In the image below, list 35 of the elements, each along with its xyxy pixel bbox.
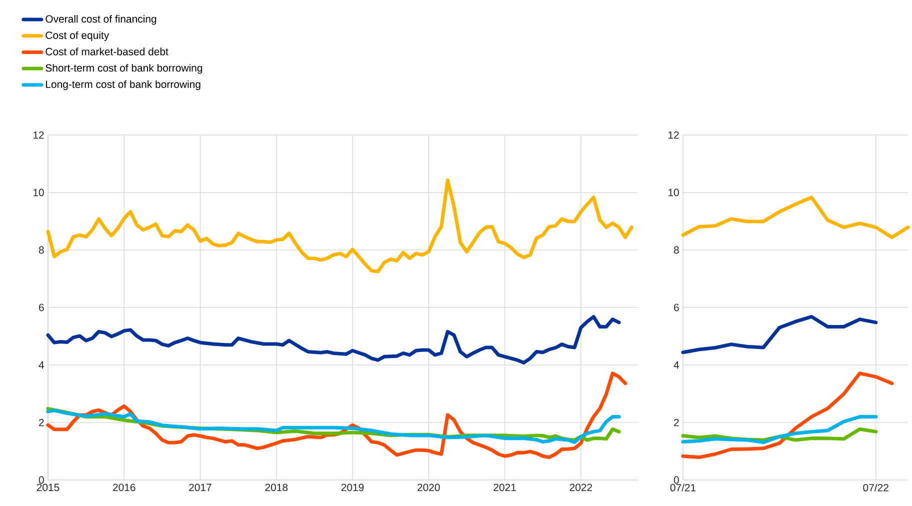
legend-label: Short-term cost of bank borrowing: [46, 64, 202, 74]
y-tick-label: 6: [674, 304, 679, 312]
line-series: [681, 196, 910, 240]
x-tick-label: 2017: [189, 484, 212, 492]
line-series: [681, 372, 894, 460]
line-series: [681, 415, 878, 444]
y-tick-label: 12: [33, 131, 44, 139]
x-tick-label: 2015: [36, 484, 60, 492]
legend-label: Cost of market-based debt: [46, 48, 168, 56]
line-series: [46, 178, 634, 274]
y-tick-label: 4: [38, 361, 44, 369]
x-tick-label: 07/22: [863, 484, 888, 492]
y-tick-label: 0: [674, 476, 679, 484]
y-tick-label: 2: [39, 418, 44, 426]
y-tick-label: 0: [38, 476, 44, 484]
y-tick-label: 10: [33, 188, 44, 196]
y-tick-label: 2: [674, 418, 679, 426]
x-tick-label: 2020: [418, 484, 440, 492]
y-tick-label: 4: [674, 361, 680, 369]
x-tick-label: 2019: [341, 484, 364, 492]
x-tick-label: 2021: [494, 484, 516, 492]
line-series: [46, 314, 621, 364]
legend-label: Long-term cost of bank borrowing: [46, 80, 200, 90]
legend-label: Cost of equity: [46, 31, 110, 42]
x-tick-label: 07/21: [670, 484, 696, 492]
y-tick-label: 12: [668, 131, 679, 139]
x-tick-label: 2022: [570, 484, 592, 492]
y-tick-label: 6: [39, 304, 44, 312]
legend-label: Overall cost of financing: [46, 14, 156, 25]
y-tick-label: 10: [668, 188, 679, 196]
x-tick-label: 2016: [113, 484, 136, 492]
line-series: [681, 314, 878, 354]
y-tick-label: 8: [38, 246, 44, 254]
y-tick-label: 8: [674, 246, 679, 254]
x-tick-label: 2018: [265, 484, 288, 492]
